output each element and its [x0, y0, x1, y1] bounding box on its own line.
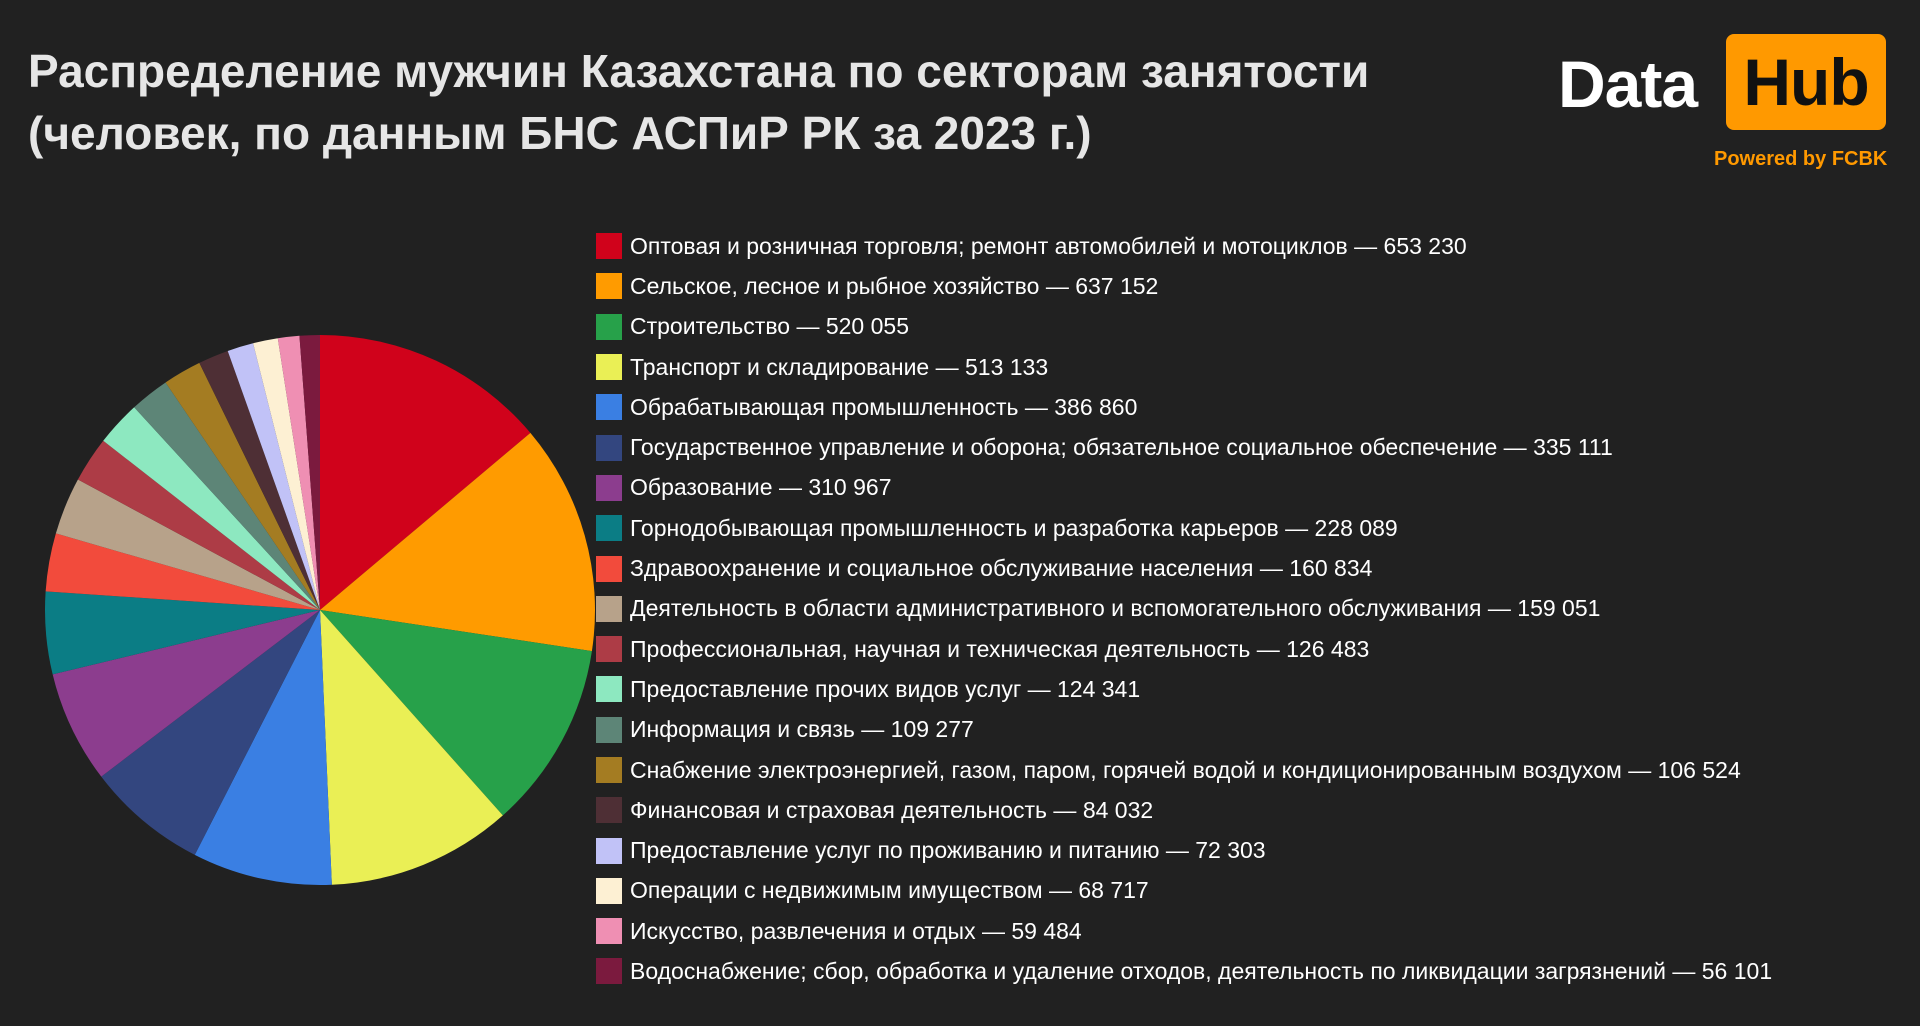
datahub-logo: Data Hub Powered by FCBK: [1558, 32, 1898, 182]
pie-slice-14: [165, 362, 320, 610]
legend-item-17: Операции с недвижимым имуществом — 68 71…: [596, 871, 1906, 911]
legend-item-2: Сельское, лесное и рыбное хозяйство — 63…: [596, 266, 1906, 306]
legend-item-9: Здравоохранение и социальное обслуживани…: [596, 548, 1906, 588]
legend-label: Предоставление услуг по проживанию и пит…: [630, 837, 1266, 864]
logo-word-data: Data: [1558, 47, 1698, 121]
legend-item-18: Искусство, развлечения и отдых — 59 484: [596, 911, 1906, 951]
pie-slice-19: [299, 335, 320, 610]
legend-item-4: Транспорт и складирование — 513 133: [596, 347, 1906, 387]
legend-item-1: Оптовая и розничная торговля; ремонт авт…: [596, 226, 1906, 266]
pie-slice-5: [194, 610, 332, 885]
legend-swatch: [596, 313, 622, 340]
legend-swatch: [596, 434, 622, 461]
legend-swatch: [596, 757, 622, 783]
legend-label: Снабжение электроэнергией, газом, паром,…: [630, 756, 1741, 783]
legend-label: Деятельность в области административного…: [630, 595, 1601, 622]
legend-swatch: [596, 797, 622, 824]
legend-item-7: Образование — 310 967: [596, 468, 1906, 508]
legend-label: Предоставление прочих видов услуг — 124 …: [630, 675, 1141, 702]
logo-tagline: Powered by FCBK: [1714, 148, 1888, 170]
pie-slice-1: [320, 335, 531, 610]
legend-swatch: [596, 716, 622, 743]
pie-slice-11: [77, 440, 320, 610]
pie-slice-17: [253, 338, 320, 610]
pie-slice-6: [101, 610, 320, 855]
pie-slice-4: [320, 610, 503, 885]
legend-item-10: Деятельность в области административного…: [596, 589, 1906, 629]
legend-item-19: Водоснабжение; сбор, обработка и удалени…: [596, 951, 1906, 991]
pie-slice-8: [45, 591, 320, 675]
pie-slice-2: [320, 432, 595, 652]
legend-label: Горнодобывающая промышленность и разрабо…: [630, 514, 1398, 541]
pie-chart: [45, 335, 595, 885]
pie-slice-13: [134, 382, 320, 610]
legend-item-5: Обрабатывающая промышленность — 386 860: [596, 387, 1906, 427]
legend-label: Строительство — 520 055: [630, 313, 909, 340]
legend-item-15: Финансовая и страховая деятельность — 84…: [596, 790, 1906, 830]
pie-slice-10: [55, 479, 320, 610]
logo-word-hub: Hub: [1726, 34, 1886, 130]
legend-swatch: [596, 837, 622, 864]
legend-item-16: Предоставление услуг по проживанию и пит…: [596, 830, 1906, 870]
legend-swatch: [596, 515, 622, 542]
legend-item-3: Строительство — 520 055: [596, 307, 1906, 347]
legend-item-11: Профессиональная, научная и техническая …: [596, 629, 1906, 669]
legend-label: Транспорт и складирование — 513 133: [630, 353, 1049, 380]
legend-item-8: Горнодобывающая промышленность и разрабо…: [596, 508, 1906, 548]
legend-label: Государственное управление и оборона; об…: [630, 434, 1613, 461]
chart-title-line-1: Распределение мужчин Казахстана по секто…: [28, 45, 1370, 97]
legend-label: Информация и связь — 109 277: [630, 716, 974, 743]
legend-label: Здравоохранение и социальное обслуживани…: [630, 555, 1373, 582]
legend-item-14: Снабжение электроэнергией, газом, паром,…: [596, 750, 1906, 790]
pie-slice-16: [227, 343, 320, 610]
legend-label: Профессиональная, научная и техническая …: [630, 635, 1370, 662]
legend-label: Водоснабжение; сбор, обработка и удалени…: [630, 957, 1773, 984]
pie-slice-9: [45, 533, 320, 610]
legend-swatch: [596, 233, 622, 260]
legend-item-6: Государственное управление и оборона; об…: [596, 427, 1906, 467]
legend-swatch: [596, 354, 622, 381]
legend-item-13: Информация и связь — 109 277: [596, 710, 1906, 750]
pie-slice-7: [52, 610, 320, 777]
legend-swatch: [596, 636, 622, 663]
chart-title: Распределение мужчин Казахстана по секто…: [28, 40, 1528, 164]
pie-slice-3: [320, 610, 592, 816]
legend-swatch: [596, 394, 622, 421]
legend-item-12: Предоставление прочих видов услуг — 124 …: [596, 669, 1906, 709]
pie-slice-18: [277, 335, 320, 610]
legend-swatch: [596, 958, 622, 985]
legend-label: Искусство, развлечения и отдых — 59 484: [630, 917, 1082, 944]
legend-label: Операции с недвижимым имуществом — 68 71…: [630, 877, 1149, 904]
chart-title-line-2: (человек, по данным БНС АСПиР РК за 2023…: [28, 107, 1092, 159]
legend-swatch: [596, 474, 622, 501]
legend-label: Сельское, лесное и рыбное хозяйство — 63…: [630, 272, 1159, 299]
legend-swatch: [596, 877, 622, 904]
legend-swatch: [596, 555, 622, 582]
legend-swatch: [596, 918, 622, 945]
legend-swatch: [596, 595, 622, 622]
pie-slice-12: [103, 407, 320, 610]
pie-slice-15: [199, 350, 320, 610]
legend-swatch: [596, 273, 622, 300]
legend-label: Образование — 310 967: [630, 474, 892, 501]
legend-label: Обрабатывающая промышленность — 386 860: [630, 393, 1138, 420]
legend-swatch: [596, 676, 622, 703]
chart-legend: Оптовая и розничная торговля; ремонт авт…: [596, 226, 1906, 992]
legend-label: Оптовая и розничная торговля; ремонт авт…: [630, 232, 1467, 259]
legend-label: Финансовая и страховая деятельность — 84…: [630, 796, 1154, 823]
